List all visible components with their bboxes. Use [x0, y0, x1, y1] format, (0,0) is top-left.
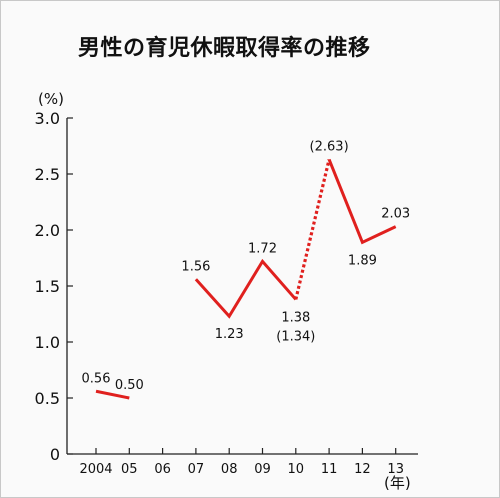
- data-label: 0.50: [115, 378, 144, 393]
- x-tick-group: 2004 05 06 07 08 09 10 11 12 13: [79, 448, 404, 477]
- series-line: [95, 389, 130, 400]
- x-tick-label: 12: [354, 462, 371, 477]
- y-tick-label: 1.0: [35, 333, 60, 352]
- data-label: 0.56: [82, 371, 111, 386]
- y-tick-label: 0: [50, 445, 60, 464]
- data-label-group: 0.56 0.50 1.56 1.23 1.72 1.38 (1.34) (2.63) 1.89…: [82, 139, 411, 393]
- x-tick-label: 08: [221, 462, 238, 477]
- x-tick-label: 2004: [79, 462, 112, 477]
- x-tick-label: 10: [288, 462, 305, 477]
- series-group: [95, 158, 397, 400]
- chart-title: 男性の育児休暇取得率の推移: [78, 36, 371, 61]
- data-label: 2.03: [381, 207, 410, 222]
- data-label: 1.56: [181, 259, 210, 274]
- x-tick-label: 06: [154, 462, 171, 477]
- series-line-dotted: [294, 159, 331, 300]
- x-tick-label: 13: [387, 462, 404, 477]
- data-label: 1.23: [215, 327, 244, 342]
- y-tick-label: 0.5: [35, 389, 60, 408]
- y-tick-label: 2.0: [35, 221, 60, 240]
- series-line: [327, 158, 397, 245]
- data-label: 1.89: [348, 253, 377, 268]
- y-tick-group: 0 0.5 1.0 1.5 2.0 2.5 3.0: [35, 109, 73, 464]
- y-tick-label: 2.5: [35, 165, 60, 184]
- x-tick-label: 07: [188, 462, 205, 477]
- y-tick-label: 3.0: [35, 109, 60, 128]
- y-tick-label: 1.5: [35, 277, 60, 296]
- y-unit-label: (%): [38, 90, 64, 108]
- x-tick-label: 05: [121, 462, 138, 477]
- series-line: [194, 258, 297, 319]
- data-label: (2.63): [310, 139, 349, 154]
- x-unit-label: (年): [384, 474, 411, 492]
- x-tick-label: 11: [321, 462, 338, 477]
- x-tick-label: 09: [254, 462, 271, 477]
- data-label: 1.38: [281, 310, 310, 325]
- data-label: 1.72: [248, 241, 277, 256]
- data-label: (1.34): [276, 329, 315, 344]
